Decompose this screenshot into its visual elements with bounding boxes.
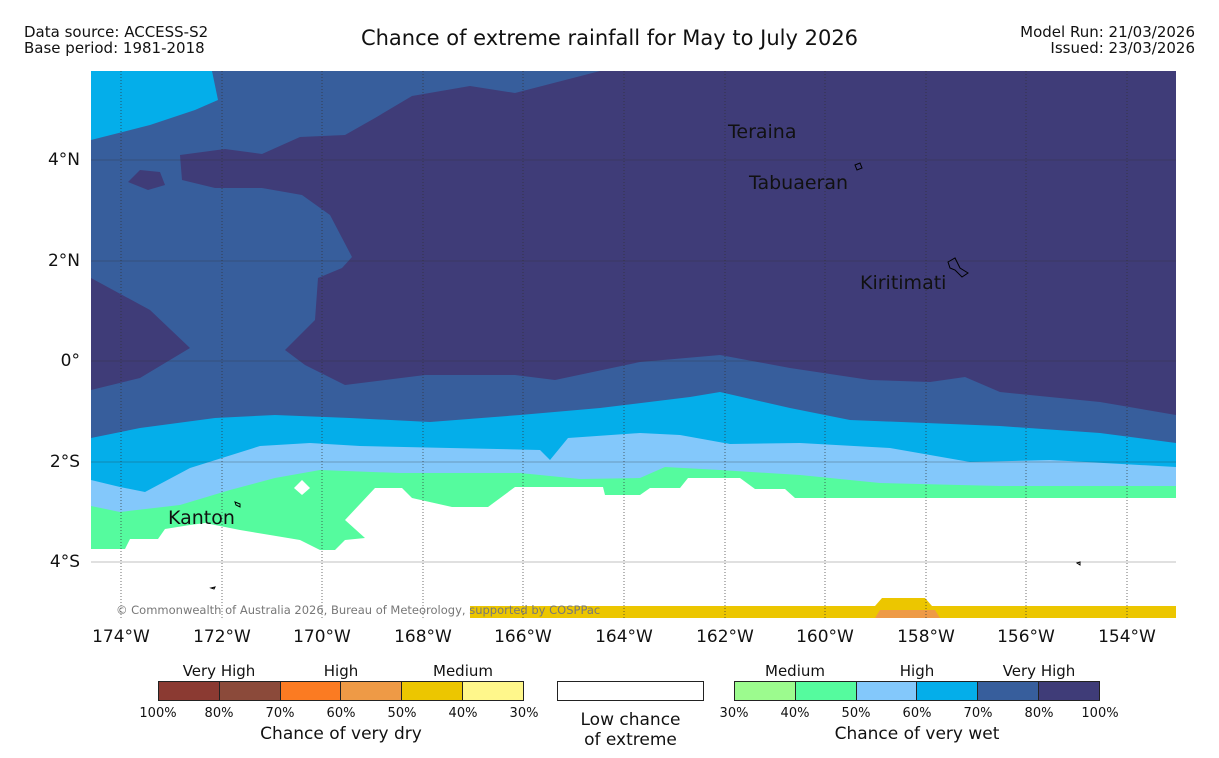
lon-label-154w: 154°W <box>1098 627 1156 647</box>
wet-tick-40: 40% <box>780 706 810 721</box>
low-chance-box <box>557 681 704 701</box>
lon-label-156w: 156°W <box>997 627 1055 647</box>
low-swatch-0 <box>558 682 703 700</box>
dry-tick-30: 30% <box>509 706 539 721</box>
wet-tick-50: 50% <box>841 706 871 721</box>
data-source: Data source: ACCESS-S2 <box>24 23 209 41</box>
lat-label-4n: 4°N <box>47 150 80 170</box>
dry-head-medium: Medium <box>433 662 493 680</box>
header-right: Model Run: 21/03/2026 Issued: 23/03/2026 <box>1020 24 1195 56</box>
zone-medium-dry <box>470 598 1176 618</box>
dry-swatch-3 <box>341 682 403 700</box>
dry-tick-100: 100% <box>139 706 177 721</box>
dry-tick-80: 80% <box>204 706 234 721</box>
dry-tick-60: 60% <box>326 706 356 721</box>
low-chance-line1: Low chance <box>580 710 681 730</box>
zone-high-wet-nw <box>91 71 218 140</box>
lon-label-172w: 172°W <box>193 627 251 647</box>
lat-lines <box>91 159 1176 563</box>
wet-swatch-2 <box>856 682 918 700</box>
copyright-notice: © Commonwealth of Australia 2026, Bureau… <box>116 603 601 617</box>
wet-head-very-high: Very High <box>1002 662 1076 680</box>
issued-date: Issued: 23/03/2026 <box>1050 39 1195 57</box>
dry-tick-40: 40% <box>448 706 478 721</box>
wet-head-medium: Medium <box>765 662 825 680</box>
model-run: Model Run: 21/03/2026 <box>1020 23 1195 41</box>
dry-head-very-high: Very High <box>182 662 256 680</box>
lon-label-170w: 170°W <box>293 627 351 647</box>
dry-swatch-5 <box>463 682 523 700</box>
dry-swatch-2 <box>280 682 342 700</box>
lon-label-166w: 166°W <box>494 627 552 647</box>
lon-label-160w: 160°W <box>796 627 854 647</box>
zone-low-chance <box>91 478 1176 618</box>
wet-swatch-1 <box>795 682 857 700</box>
zone-low-chance-patch <box>294 480 310 495</box>
wet-tick-60: 60% <box>902 706 932 721</box>
lon-label-164w: 164°W <box>595 627 653 647</box>
lon-label-162w: 162°W <box>696 627 754 647</box>
wet-swatch-3 <box>917 682 979 700</box>
lat-label-0: 0° <box>60 351 80 371</box>
lat-label-4s: 4°S <box>49 552 80 572</box>
dry-swatch-4 <box>402 682 464 700</box>
place-kiritimati: Kiritimati <box>860 272 947 294</box>
wet-colorbar <box>734 681 1100 701</box>
place-tabuaeran: Tabuaeran <box>749 172 849 194</box>
lon-label-158w: 158°W <box>897 627 955 647</box>
page-title: Chance of extreme rainfall for May to Ju… <box>360 26 859 50</box>
zone-high-dry <box>875 610 940 618</box>
wet-tick-70: 70% <box>963 706 993 721</box>
low-chance-label: Low chance of extreme <box>557 710 704 750</box>
base-period: Base period: 1981-2018 <box>24 39 205 57</box>
dry-tick-50: 50% <box>387 706 417 721</box>
wet-tick-30: 30% <box>719 706 749 721</box>
lon-label-168w: 168°W <box>394 627 452 647</box>
wet-swatch-4 <box>978 682 1040 700</box>
dry-swatch-0 <box>159 682 220 700</box>
low-chance-line2: of extreme <box>584 730 677 750</box>
dry-tick-70: 70% <box>265 706 295 721</box>
lon-label-174w: 174°W <box>92 627 150 647</box>
wet-legend-title: Chance of very wet <box>834 724 1000 744</box>
wet-swatch-0 <box>735 682 796 700</box>
dry-legend-title: Chance of very dry <box>260 724 422 744</box>
wet-head-high: High <box>899 662 935 680</box>
wet-swatch-5 <box>1039 682 1099 700</box>
map-fill <box>91 71 1176 618</box>
place-kanton: Kanton <box>168 507 235 529</box>
place-teraina: Teraina <box>728 121 797 143</box>
dry-head-high: High <box>323 662 359 680</box>
wet-tick-100: 100% <box>1081 706 1119 721</box>
grid-lines <box>120 71 1128 618</box>
dry-colorbar <box>158 681 524 701</box>
header-left: Data source: ACCESS-S2 Base period: 1981… <box>24 24 208 56</box>
lat-label-2n: 2°N <box>47 251 80 271</box>
island-outlines <box>209 162 1081 590</box>
wet-tick-80: 80% <box>1024 706 1054 721</box>
lat-label-2s: 2°S <box>49 452 80 472</box>
dry-swatch-1 <box>219 682 281 700</box>
zone-very-high-patch <box>128 170 165 190</box>
